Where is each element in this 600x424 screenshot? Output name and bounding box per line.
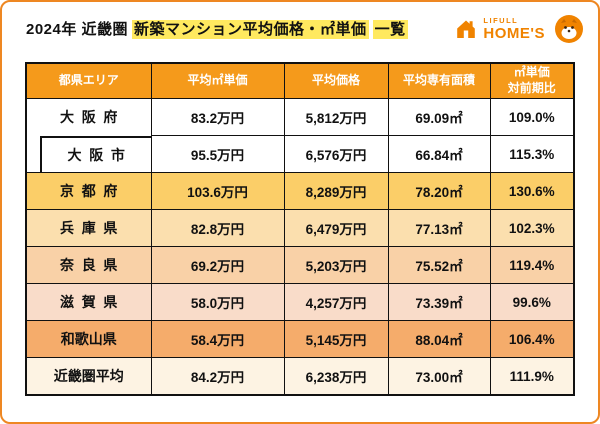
title-highlight-2: 一覧 bbox=[372, 20, 408, 39]
yoy-cell: 111.9% bbox=[489, 357, 575, 396]
price-cell: 5,812万円 bbox=[283, 98, 389, 136]
area-cell: 和歌山県 bbox=[25, 320, 152, 358]
table-row: 大阪市 95.5万円 6,576万円 66.84㎡ 115.3% bbox=[25, 135, 575, 173]
area-label: 兵庫県 bbox=[60, 220, 126, 236]
price-cell: 4,257万円 bbox=[283, 283, 389, 321]
size-cell: 69.09㎡ bbox=[387, 98, 491, 136]
price-table: 都県エリア 平均㎡単価 平均価格 平均専有面積 ㎡単価 対前期比 大阪府 83.2… bbox=[25, 62, 575, 396]
unit-price-cell: 58.0万円 bbox=[150, 283, 285, 321]
table-row: 大阪府 83.2万円 5,812万円 69.09㎡ 109.0% bbox=[25, 98, 575, 136]
yoy-cell: 130.6% bbox=[489, 172, 575, 210]
size-cell: 73.00㎡ bbox=[387, 357, 491, 396]
size-cell: 75.52㎡ bbox=[387, 246, 491, 284]
area-label: 京都府 bbox=[60, 183, 126, 199]
unit-price-cell: 95.5万円 bbox=[150, 135, 285, 173]
area-label: 大阪市 bbox=[67, 146, 133, 163]
logo-homes-label: HOME'S bbox=[483, 24, 545, 42]
area-cell: 京都府 bbox=[25, 172, 152, 210]
price-cell: 5,203万円 bbox=[283, 246, 389, 284]
table-row: 滋賀県 58.0万円 4,257万円 73.39㎡ 99.6% bbox=[25, 283, 575, 321]
col-header-price: 平均価格 bbox=[283, 62, 389, 99]
table-row: 奈良県 69.2万円 5,203万円 75.52㎡ 119.4% bbox=[25, 246, 575, 284]
price-cell: 6,238万円 bbox=[283, 357, 389, 396]
yoy-cell: 109.0% bbox=[489, 98, 575, 136]
size-cell: 73.39㎡ bbox=[387, 283, 491, 321]
col-header-area: 都県エリア bbox=[25, 62, 152, 99]
table-row: 近畿圏平均 84.2万円 6,238万円 73.00㎡ 111.9% bbox=[25, 357, 575, 396]
house-icon bbox=[457, 20, 476, 38]
lifull-homes-logo: LIFULL HOME'S bbox=[454, 14, 584, 44]
price-cell: 6,479万円 bbox=[283, 209, 389, 247]
unit-price-cell: 84.2万円 bbox=[150, 357, 285, 396]
table-row: 兵庫県 82.8万円 6,479万円 77.13㎡ 102.3% bbox=[25, 209, 575, 247]
area-label: 大阪府 bbox=[60, 109, 126, 126]
yoy-cell: 119.4% bbox=[489, 246, 575, 284]
area-label: 近畿圏平均 bbox=[53, 368, 124, 384]
area-cell: 大阪市 bbox=[25, 135, 152, 173]
price-cell: 6,576万円 bbox=[283, 135, 389, 173]
area-label: 和歌山県 bbox=[60, 331, 117, 347]
unit-price-cell: 103.6万円 bbox=[150, 172, 285, 210]
area-cell: 兵庫県 bbox=[25, 209, 152, 247]
title-highlight-1: 新築マンション平均価格・㎡単価 bbox=[132, 20, 369, 39]
table-body: 大阪府 83.2万円 5,812万円 69.09㎡ 109.0% 大阪市 95.5万円 6,5… bbox=[25, 98, 575, 396]
area-label: 滋賀県 bbox=[60, 294, 126, 310]
unit-price-cell: 58.4万円 bbox=[150, 320, 285, 358]
yoy-cell: 115.3% bbox=[489, 135, 575, 173]
size-cell: 66.84㎡ bbox=[387, 135, 491, 173]
area-cell: 大阪府 bbox=[25, 98, 152, 136]
logo-lifull-label: LIFULL bbox=[483, 16, 519, 26]
page-title: 2024年 近畿圏 新築マンション平均価格・㎡単価 一覧 bbox=[26, 18, 408, 39]
col-header-size: 平均専有面積 bbox=[387, 62, 491, 99]
header: 2024年 近畿圏 新築マンション平均価格・㎡単価 一覧 LIFULL HOME'S bbox=[14, 12, 586, 54]
area-label: 奈良県 bbox=[60, 257, 126, 273]
col-header-unit-price: 平均㎡単価 bbox=[150, 62, 285, 99]
yoy-cell: 99.6% bbox=[489, 283, 575, 321]
area-cell: 近畿圏平均 bbox=[25, 357, 152, 396]
size-cell: 78.20㎡ bbox=[387, 172, 491, 210]
price-cell: 5,145万円 bbox=[283, 320, 389, 358]
col-header-yoy: ㎡単価 対前期比 bbox=[489, 62, 575, 99]
yoy-cell: 106.4% bbox=[489, 320, 575, 358]
size-cell: 88.04㎡ bbox=[387, 320, 491, 358]
unit-price-cell: 82.8万円 bbox=[150, 209, 285, 247]
yoy-cell: 102.3% bbox=[489, 209, 575, 247]
price-cell: 8,289万円 bbox=[283, 172, 389, 210]
table-header-row: 都県エリア 平均㎡単価 平均価格 平均専有面積 ㎡単価 対前期比 bbox=[25, 62, 575, 99]
unit-price-cell: 83.2万円 bbox=[150, 98, 285, 136]
title-prefix: 2024年 近畿圏 bbox=[26, 21, 129, 38]
unit-price-cell: 69.2万円 bbox=[150, 246, 285, 284]
mascot-badge-icon bbox=[555, 15, 583, 43]
sub-area-inset: 大阪市 bbox=[40, 135, 151, 172]
area-cell: 滋賀県 bbox=[25, 283, 152, 321]
table-row: 京都府 103.6万円 8,289万円 78.20㎡ 130.6% bbox=[25, 172, 575, 210]
logo-text: LIFULL HOME'S bbox=[483, 17, 545, 41]
area-cell: 奈良県 bbox=[25, 246, 152, 284]
size-cell: 77.13㎡ bbox=[387, 209, 491, 247]
table-row: 和歌山県 58.4万円 5,145万円 88.04㎡ 106.4% bbox=[25, 320, 575, 358]
